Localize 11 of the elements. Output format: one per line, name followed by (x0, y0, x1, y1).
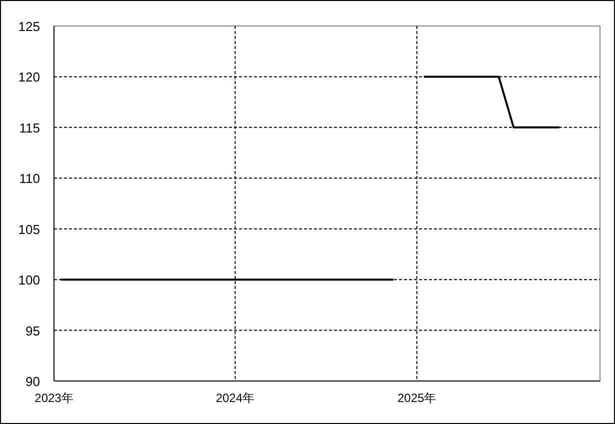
y-tick-label: 90 (26, 374, 40, 389)
y-tick-label: 105 (18, 222, 40, 237)
x-tick-label: 2023年 (34, 391, 74, 405)
y-tick-label: 125 (18, 19, 40, 34)
y-tick-label: 100 (18, 272, 40, 288)
x-tick-label: 2025年 (397, 391, 436, 405)
y-tick-label: 95 (26, 323, 40, 338)
y-tick-label: 120 (18, 70, 40, 85)
y-tick-label: 110 (19, 171, 40, 186)
x-tick-label: 2024年 (216, 391, 255, 405)
y-tick-label: 115 (19, 120, 40, 136)
